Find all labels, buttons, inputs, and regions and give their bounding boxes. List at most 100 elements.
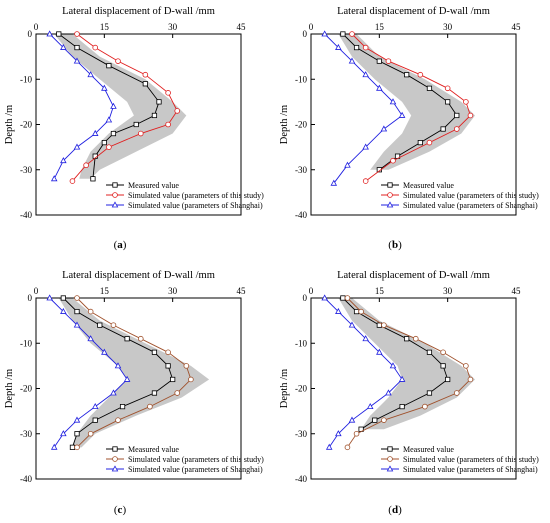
y-axis-label: Depth /m bbox=[279, 369, 290, 408]
x-tick-label: 0 bbox=[309, 22, 314, 32]
y-tick-label: -20 bbox=[20, 120, 32, 130]
data-point bbox=[74, 31, 80, 37]
caption-open: ( bbox=[388, 239, 392, 251]
data-point bbox=[110, 102, 117, 109]
caption-open: ( bbox=[388, 504, 392, 516]
data-point bbox=[74, 44, 80, 51]
x-tick-label: 30 bbox=[168, 286, 178, 296]
caption-close: ) bbox=[398, 504, 402, 516]
legend-label: Simulated value (parameters of Shanghai) bbox=[128, 201, 263, 210]
data-point bbox=[344, 444, 351, 451]
y-tick-label: 0 bbox=[303, 293, 308, 303]
legend-marker bbox=[387, 192, 393, 198]
data-point bbox=[60, 295, 66, 301]
data-point bbox=[385, 58, 392, 64]
data-point bbox=[188, 376, 194, 383]
data-point bbox=[362, 71, 369, 78]
legend-marker bbox=[112, 192, 118, 198]
series-line bbox=[347, 297, 471, 448]
chart-title: Lateral displacement of D-wall /mm bbox=[62, 6, 215, 17]
data-point bbox=[453, 390, 460, 396]
data-point bbox=[110, 389, 117, 396]
data-point bbox=[321, 30, 328, 37]
caption-close: ) bbox=[122, 504, 126, 516]
chart-panel-b: 0 15 30 45 0 -10 -20 -30 -40 Lateral displacement… bbox=[279, 6, 539, 251]
chart-panel-d: 0 15 30 45 0 -10 -20 -30 -40 Lateral displacement… bbox=[279, 270, 539, 516]
y-tick-label: -10 bbox=[20, 338, 32, 348]
caption-open: ( bbox=[114, 239, 118, 251]
x-tick-label: 0 bbox=[34, 22, 39, 32]
series-line bbox=[62, 297, 174, 448]
series-2 bbox=[74, 295, 194, 451]
legend-label: Simulated value (parameters of this stud… bbox=[128, 191, 264, 200]
uncertainty-band bbox=[338, 34, 475, 170]
y-tick-label: -30 bbox=[295, 429, 307, 439]
legend-label: Measured value bbox=[403, 181, 454, 190]
data-point bbox=[444, 85, 451, 92]
data-point bbox=[97, 322, 103, 328]
data-point bbox=[46, 294, 53, 301]
data-point bbox=[385, 389, 392, 396]
data-point bbox=[165, 121, 171, 128]
y-tick-label: -40 bbox=[20, 210, 32, 220]
series-3 bbox=[321, 30, 406, 186]
chart-title: Lateral displacement of D-wall /mm bbox=[337, 270, 490, 281]
caption-letter: d bbox=[392, 504, 398, 516]
data-point bbox=[463, 363, 469, 369]
data-point bbox=[380, 125, 388, 132]
data-point bbox=[325, 443, 333, 450]
data-point bbox=[390, 157, 396, 164]
y-tick-label: -40 bbox=[295, 210, 307, 220]
x-tick-label: 30 bbox=[168, 22, 178, 32]
legend-label: Simulated value (parameters of this stud… bbox=[128, 455, 264, 464]
data-point bbox=[454, 112, 460, 119]
data-point bbox=[340, 295, 346, 301]
data-point bbox=[110, 322, 117, 328]
data-point bbox=[73, 57, 81, 64]
data-point bbox=[440, 349, 446, 356]
data-point bbox=[335, 307, 342, 314]
y-tick-label: -20 bbox=[295, 120, 307, 130]
chart-title: Lateral displacement of D-wall /mm bbox=[337, 6, 490, 17]
data-point bbox=[87, 430, 94, 437]
x-tick-label: 0 bbox=[309, 286, 314, 296]
y-tick-label: -40 bbox=[20, 474, 32, 484]
data-point bbox=[50, 175, 58, 182]
data-point bbox=[91, 129, 99, 136]
data-point bbox=[56, 31, 62, 37]
series-line bbox=[76, 297, 192, 448]
data-point bbox=[101, 84, 108, 91]
data-point bbox=[60, 43, 67, 50]
data-point bbox=[110, 130, 117, 137]
data-point bbox=[330, 179, 338, 186]
data-point bbox=[170, 376, 176, 383]
legend-marker bbox=[112, 456, 118, 462]
data-point bbox=[422, 403, 428, 410]
x-tick-label: 15 bbox=[100, 22, 110, 32]
data-point bbox=[335, 43, 342, 50]
y-axis-label: Depth /m bbox=[4, 369, 15, 408]
x-tick-label: 30 bbox=[443, 286, 453, 296]
data-point bbox=[92, 44, 99, 51]
data-point bbox=[165, 349, 171, 356]
data-point bbox=[353, 44, 360, 51]
data-point bbox=[381, 417, 387, 423]
data-point bbox=[417, 139, 423, 146]
data-point bbox=[69, 444, 76, 450]
data-point bbox=[137, 335, 144, 342]
y-tick-label: -10 bbox=[295, 338, 307, 348]
data-point bbox=[399, 403, 405, 410]
y-axis-label: Depth /m bbox=[4, 105, 15, 144]
legend-label: Measured value bbox=[128, 181, 179, 190]
data-point bbox=[348, 321, 356, 328]
data-point bbox=[440, 126, 446, 132]
data-point bbox=[372, 417, 378, 423]
x-tick-label: 30 bbox=[443, 22, 453, 32]
data-point bbox=[115, 58, 121, 64]
data-point bbox=[426, 139, 433, 146]
legend-marker bbox=[111, 201, 119, 208]
data-point bbox=[156, 99, 162, 105]
data-point bbox=[358, 308, 364, 315]
data-point bbox=[440, 363, 446, 369]
